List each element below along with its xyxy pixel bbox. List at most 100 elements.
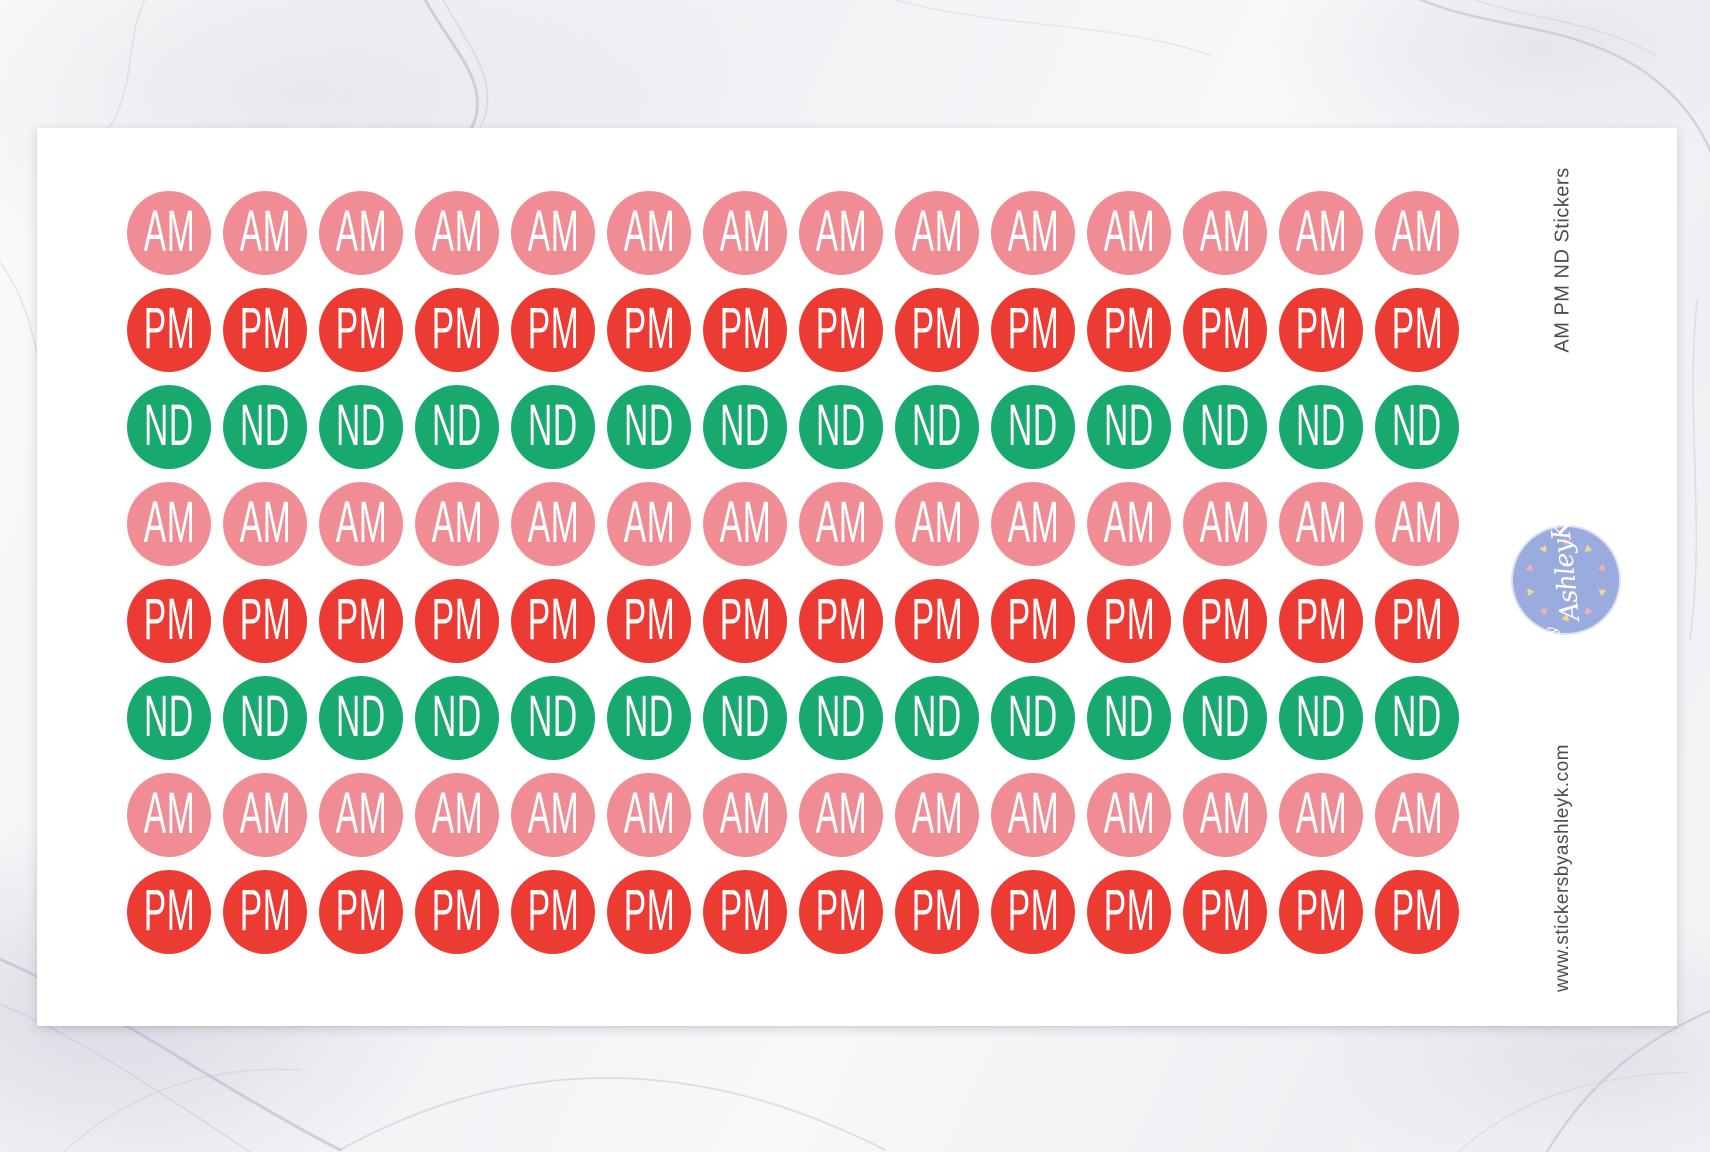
sticker-row-nd: ND ND ND ND ND ND ND ND ND ND ND ND ND ND — [127, 385, 1459, 469]
sticker-label: AM — [1391, 780, 1443, 846]
sticker-label: AM — [1007, 780, 1059, 846]
sticker-label: PM — [911, 877, 963, 943]
sticker-nd: ND — [991, 676, 1075, 760]
sticker-am: AM — [223, 773, 307, 857]
sticker-nd: ND — [607, 676, 691, 760]
sticker-am: AM — [415, 191, 499, 275]
sticker-am: AM — [1375, 482, 1459, 566]
sticker-pm: PM — [319, 870, 403, 954]
sticker-pm: PM — [511, 870, 595, 954]
sticker-label: ND — [336, 683, 386, 749]
sticker-label: ND — [1392, 392, 1442, 458]
sticker-label: PM — [719, 877, 771, 943]
sticker-am: AM — [1087, 482, 1171, 566]
sticker-label: ND — [240, 392, 290, 458]
logo-by-text: by — [1541, 625, 1563, 647]
sticker-label: AM — [335, 198, 387, 264]
sticker-label: ND — [1200, 392, 1250, 458]
sticker-am: AM — [319, 191, 403, 275]
sticker-label: PM — [1295, 586, 1347, 652]
sticker-am: AM — [415, 773, 499, 857]
sticker-label: PM — [1295, 877, 1347, 943]
sticker-label: AM — [815, 489, 867, 555]
sticker-pm: PM — [607, 870, 691, 954]
sticker-label: PM — [1391, 877, 1443, 943]
sticker-label: AM — [1295, 489, 1347, 555]
sticker-nd: ND — [1183, 676, 1267, 760]
sticker-label: PM — [911, 295, 963, 361]
sticker-nd: ND — [703, 676, 787, 760]
sticker-am: AM — [703, 191, 787, 275]
sticker-label: ND — [1296, 683, 1346, 749]
sticker-label: PM — [623, 295, 675, 361]
sticker-label: AM — [239, 780, 291, 846]
sticker-pm: PM — [703, 579, 787, 663]
sticker-nd: ND — [127, 676, 211, 760]
sticker-label: ND — [240, 683, 290, 749]
sticker-pm: PM — [1279, 288, 1363, 372]
sticker-label: AM — [143, 198, 195, 264]
sticker-label: PM — [431, 877, 483, 943]
sticker-sheet: AM AM AM AM AM AM AM AM AM AM AM AM AM AM PM PM PM PM PM PM… — [37, 128, 1677, 1026]
sticker-nd: ND — [1375, 676, 1459, 760]
sticker-nd: ND — [1183, 385, 1267, 469]
sticker-nd: ND — [223, 676, 307, 760]
sticker-label: PM — [1199, 877, 1251, 943]
sticker-label: ND — [912, 392, 962, 458]
sticker-label: PM — [335, 877, 387, 943]
sticker-nd: ND — [1087, 385, 1171, 469]
sticker-pm: PM — [415, 579, 499, 663]
sticker-label: AM — [143, 780, 195, 846]
sticker-label: AM — [719, 198, 771, 264]
sticker-label: PM — [815, 877, 867, 943]
sticker-label: ND — [1392, 683, 1442, 749]
sticker-am: AM — [127, 482, 211, 566]
sticker-label: PM — [815, 295, 867, 361]
sticker-pm: PM — [1279, 579, 1363, 663]
sticker-am: AM — [607, 482, 691, 566]
sticker-label: ND — [336, 392, 386, 458]
sticker-am: AM — [223, 482, 307, 566]
sticker-am: AM — [991, 773, 1075, 857]
sticker-label: PM — [1103, 877, 1155, 943]
sticker-label: AM — [623, 489, 675, 555]
sticker-label: AM — [623, 198, 675, 264]
sticker-am: AM — [1375, 773, 1459, 857]
sticker-label: PM — [1007, 295, 1059, 361]
sticker-pm: PM — [1087, 288, 1171, 372]
sticker-label: AM — [239, 198, 291, 264]
sticker-label: AM — [911, 489, 963, 555]
sticker-label: PM — [239, 295, 291, 361]
sticker-pm: PM — [895, 288, 979, 372]
sticker-row-pm: PM PM PM PM PM PM PM PM PM PM PM PM PM PM — [127, 288, 1459, 372]
sticker-label: ND — [624, 392, 674, 458]
sticker-pm: PM — [607, 579, 691, 663]
sticker-nd: ND — [223, 385, 307, 469]
sticker-label: AM — [911, 198, 963, 264]
sticker-label: AM — [239, 489, 291, 555]
sticker-pm: PM — [223, 288, 307, 372]
sticker-label: PM — [143, 295, 195, 361]
sticker-am: AM — [511, 191, 595, 275]
sticker-label: AM — [1103, 198, 1155, 264]
sticker-label: AM — [335, 780, 387, 846]
sticker-nd: ND — [1375, 385, 1459, 469]
sticker-label: ND — [144, 683, 194, 749]
sticker-label: ND — [528, 392, 578, 458]
sticker-am: AM — [895, 482, 979, 566]
sticker-label: AM — [1295, 780, 1347, 846]
sticker-nd: ND — [127, 385, 211, 469]
sticker-pm: PM — [895, 870, 979, 954]
sticker-label: PM — [527, 295, 579, 361]
sticker-label: AM — [1391, 198, 1443, 264]
brand-logo-badge: ♥ ♥ ♥ ♥ ♥ ♥ ♥ ♥ ♥ ♥ by AshleyK — [1513, 520, 1619, 647]
sticker-label: PM — [623, 877, 675, 943]
sticker-label: PM — [1295, 295, 1347, 361]
sticker-pm: PM — [1183, 579, 1267, 663]
sticker-label: PM — [1391, 295, 1443, 361]
sticker-am: AM — [991, 482, 1075, 566]
sticker-label: PM — [527, 877, 579, 943]
sticker-pm: PM — [895, 579, 979, 663]
sticker-pm: PM — [511, 579, 595, 663]
sticker-am: AM — [1183, 773, 1267, 857]
